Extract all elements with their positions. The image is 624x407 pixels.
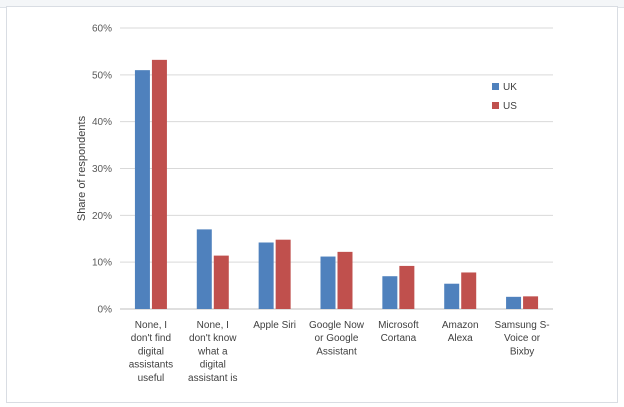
bar-us <box>151 59 167 310</box>
bar-us <box>213 255 229 309</box>
y-tick-label: 40% <box>92 117 112 128</box>
x-category-label: Samsung S-Voice or Bixby <box>495 320 550 357</box>
bars <box>134 59 539 310</box>
x-category-label: Google Now or Google Assistant <box>309 320 365 357</box>
bar-us <box>461 272 477 309</box>
y-tick-label: 30% <box>92 164 112 175</box>
legend: UK US <box>492 82 517 112</box>
bar-us <box>337 251 353 309</box>
y-tick-label: 60% <box>92 24 112 35</box>
bar-uk <box>444 283 460 309</box>
y-axis-ticks: 0% 10% 20% 30% 40% 50% 60% <box>92 24 112 316</box>
chart-frame <box>6 6 618 403</box>
x-category-label: Amazon Alexa <box>442 320 479 344</box>
y-tick-label: 20% <box>92 211 112 222</box>
legend-label-uk: UK <box>503 82 517 93</box>
y-axis-label: Share of respondents <box>76 115 88 221</box>
legend-label-us: US <box>503 101 517 112</box>
y-tick-label: 0% <box>98 305 113 316</box>
x-category-label: Apple Siri <box>253 320 296 331</box>
bar-uk <box>258 242 274 309</box>
legend-swatch-us <box>492 102 499 109</box>
y-tick-label: 10% <box>92 258 112 269</box>
bar-us <box>275 239 291 309</box>
x-category-label: Microsoft Cortana <box>378 320 419 344</box>
bar-uk <box>320 256 336 309</box>
bar-uk <box>506 296 522 309</box>
y-tick-label: 50% <box>92 70 112 81</box>
bar-uk <box>382 276 398 309</box>
bar-us <box>399 265 415 309</box>
bar-us <box>523 296 539 309</box>
bar-uk <box>134 70 150 310</box>
legend-swatch-uk <box>492 83 499 90</box>
gridlines <box>120 27 553 310</box>
bar-uk <box>196 229 212 309</box>
